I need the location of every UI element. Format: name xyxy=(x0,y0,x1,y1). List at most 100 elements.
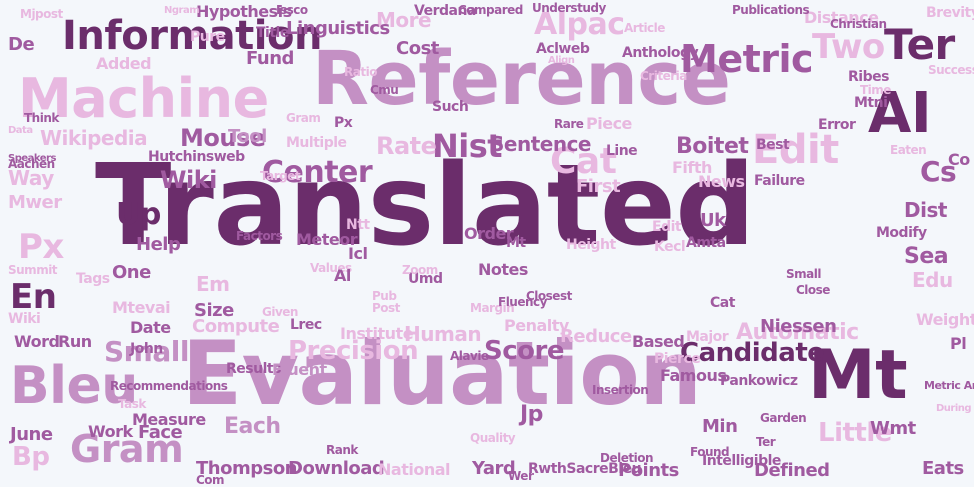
cloud-word: Hutchinsweb xyxy=(148,149,245,165)
cloud-word: Close xyxy=(796,283,830,297)
cloud-word: Bp xyxy=(12,442,50,472)
cloud-word: Zoom xyxy=(402,263,438,277)
cloud-word: Rare xyxy=(554,117,584,131)
cloud-word: Ter xyxy=(884,20,955,69)
cloud-word: Size xyxy=(194,300,234,321)
cloud-word: Issco xyxy=(276,3,308,17)
cloud-word: Run xyxy=(58,332,92,351)
cloud-word: Article xyxy=(624,21,665,35)
cloud-word: Points xyxy=(618,460,679,481)
cloud-word: Pankowicz xyxy=(720,373,798,389)
cloud-word: Closest xyxy=(526,289,572,303)
cloud-word: Target xyxy=(260,169,301,183)
cloud-word: Mt xyxy=(808,336,908,415)
cloud-word: Distance xyxy=(804,8,879,27)
cloud-word: Given xyxy=(262,305,298,319)
cloud-word: De xyxy=(8,34,35,55)
cloud-word: Mtni xyxy=(854,95,888,111)
cloud-word: Based xyxy=(632,332,685,351)
cloud-word: Verdana xyxy=(414,3,476,19)
cloud-word: Co xyxy=(948,150,970,169)
cloud-word: Px xyxy=(18,227,64,267)
cloud-word: Pub xyxy=(372,289,397,303)
cloud-word: First xyxy=(576,176,621,197)
cloud-word: Thompson xyxy=(196,458,298,479)
cloud-word: En xyxy=(10,277,57,317)
cloud-word: Margin xyxy=(470,301,515,315)
cloud-word: Modify xyxy=(876,225,927,241)
cloud-word: Wmt xyxy=(870,418,916,439)
cloud-word: Mjpost xyxy=(20,7,63,21)
cloud-word: Reference xyxy=(312,36,731,122)
cloud-word: Penalty xyxy=(504,316,569,335)
cloud-word: Wikipedia xyxy=(40,126,148,150)
cloud-word: Pierce xyxy=(654,351,701,367)
cloud-word: Institute xyxy=(340,324,414,343)
cloud-word: Eaten xyxy=(890,143,927,157)
cloud-word: Multiple xyxy=(286,135,347,151)
cloud-word: Added xyxy=(96,54,152,73)
cloud-word: Brevity xyxy=(926,5,974,21)
cloud-word: Success xyxy=(928,63,974,77)
cloud-word: Speakers xyxy=(8,153,56,164)
cloud-word: Bleu xyxy=(10,356,138,416)
cloud-word: Ratio xyxy=(344,65,377,79)
cloud-word: Rank xyxy=(326,443,358,457)
cloud-word: Px xyxy=(334,115,353,131)
cloud-word: Align xyxy=(548,55,575,66)
cloud-word: Ter xyxy=(756,435,776,449)
cloud-word: Cost xyxy=(396,38,439,59)
cloud-word: Icl xyxy=(348,244,368,263)
cloud-word: Nist xyxy=(432,127,503,165)
cloud-word: Face xyxy=(138,422,183,443)
cloud-word: Task xyxy=(118,397,146,411)
cloud-word: Major xyxy=(686,329,729,345)
cloud-word: Fund xyxy=(246,48,294,69)
cloud-word: Fifth xyxy=(672,158,712,177)
cloud-word: Min xyxy=(702,416,738,437)
cloud-word: June xyxy=(10,424,53,445)
cloud-word: Information xyxy=(62,13,322,59)
cloud-word: Way xyxy=(8,166,54,190)
cloud-word: Candidate xyxy=(680,338,825,368)
cloud-word: Score xyxy=(484,336,564,366)
cloud-word: Lrec xyxy=(290,317,322,333)
cloud-word: Al xyxy=(334,266,351,285)
cloud-word: Word xyxy=(14,332,60,351)
cloud-word: Mt xyxy=(506,235,526,251)
cloud-word: Yard xyxy=(472,458,516,479)
cloud-word: Edu xyxy=(912,268,953,292)
cloud-word: Insertion xyxy=(592,383,649,397)
cloud-word: Automatic xyxy=(736,320,859,345)
cloud-word: Results xyxy=(226,361,281,377)
cloud-word: Rate xyxy=(376,132,437,160)
cloud-word: Aclweb xyxy=(536,41,590,57)
cloud-word: Aachen xyxy=(8,157,55,171)
cloud-word: Ntt xyxy=(346,217,370,233)
cloud-word: Sentence xyxy=(490,132,592,156)
cloud-word: National xyxy=(378,460,450,479)
cloud-word: Meteor xyxy=(296,230,358,249)
cloud-word: Edit xyxy=(752,127,839,173)
cloud-word: Deletion xyxy=(600,451,654,465)
cloud-word: Line xyxy=(606,143,638,159)
cloud-word: Failure xyxy=(754,173,805,189)
cloud-word: Wer xyxy=(508,469,534,483)
cloud-word: Up xyxy=(116,197,161,232)
cloud-word: Compared xyxy=(458,3,523,17)
cloud-word: Fluency xyxy=(498,295,547,309)
cloud-word: Translated xyxy=(95,141,755,271)
cloud-word: Edit xyxy=(652,219,682,235)
cloud-word: Measure xyxy=(132,410,206,429)
cloud-word: AI xyxy=(868,81,932,146)
cloud-word: Two xyxy=(812,27,885,67)
cloud-word: Download xyxy=(288,458,385,479)
cloud-word: Cat xyxy=(710,295,735,311)
cloud-word: Height xyxy=(566,237,616,253)
cloud-word: Linguistics xyxy=(286,18,390,39)
cloud-word: Values xyxy=(310,261,352,275)
cloud-word: Best xyxy=(756,137,790,153)
cloud-word: Order xyxy=(464,224,514,243)
cloud-word: Pure xyxy=(190,29,225,45)
